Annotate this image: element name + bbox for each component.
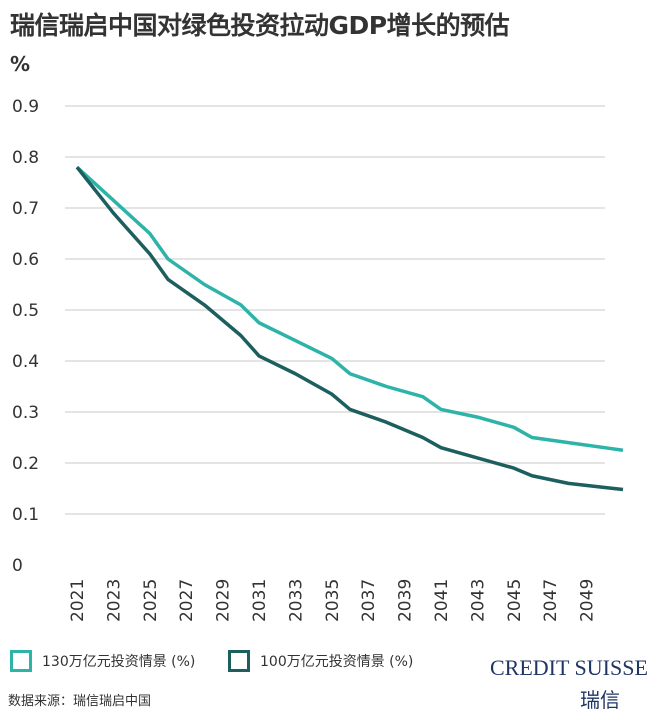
credit-suisse-logo: CREDIT SUISSE — [490, 655, 648, 680]
x-tick-label: 2045 — [505, 579, 525, 622]
legend-label: 100万亿元投资情景 (%) — [260, 654, 414, 670]
y-axis-unit: % — [10, 52, 31, 76]
x-tick-label: 2047 — [541, 579, 561, 622]
credit-suisse-logo-cn: 瑞信 — [580, 688, 620, 712]
line-chart: 0 0.1 0.2 0.3 0.4 0.5 0.6 0.7 0.8 0.9 2021 2023 2025… — [12, 97, 624, 622]
legend-swatch — [10, 650, 32, 672]
legend-label: 130万亿元投资情景 (%) — [42, 654, 196, 670]
y-tick-label: 0.6 — [12, 250, 39, 270]
x-tick-label: 2049 — [578, 579, 598, 622]
x-tick-label: 2031 — [250, 579, 270, 622]
x-tick-label: 2035 — [323, 579, 343, 622]
legend-item-130: 130万亿元投资情景 (%) — [10, 650, 195, 672]
y-tick-label: 0.9 — [12, 97, 39, 117]
x-tick-label: 2033 — [286, 579, 306, 622]
x-tick-label: 2037 — [359, 579, 379, 622]
chart-title: 瑞信瑞启中国对绿色投资拉动GDP增长的预估 — [10, 11, 510, 40]
y-tick-label: 0.8 — [12, 148, 39, 168]
y-tick-label: 0.5 — [12, 301, 39, 321]
x-tick-label: 2039 — [396, 579, 416, 622]
x-tick-label: 2043 — [468, 579, 488, 622]
y-tick-label: 0.1 — [12, 505, 39, 525]
x-tick-label: 2029 — [214, 579, 234, 622]
y-tick-label: 0.7 — [12, 199, 39, 219]
y-tick-label: 0.4 — [12, 352, 39, 372]
x-tick-label: 2041 — [432, 579, 452, 622]
source-note: 数据来源：瑞信瑞启中国 — [8, 694, 152, 709]
legend-item-100: 100万亿元投资情景 (%) — [228, 650, 413, 672]
y-tick-label: 0.2 — [12, 454, 39, 474]
x-tick-label: 2025 — [141, 579, 161, 622]
legend-swatch — [228, 650, 250, 672]
x-tick-label: 2027 — [177, 579, 197, 622]
y-tick-label: 0.3 — [12, 403, 39, 423]
y-tick-label: 0 — [12, 556, 23, 576]
x-tick-label: 2023 — [104, 579, 124, 622]
x-tick-label: 2021 — [68, 579, 88, 622]
series-line-1 — [75, 166, 624, 492]
